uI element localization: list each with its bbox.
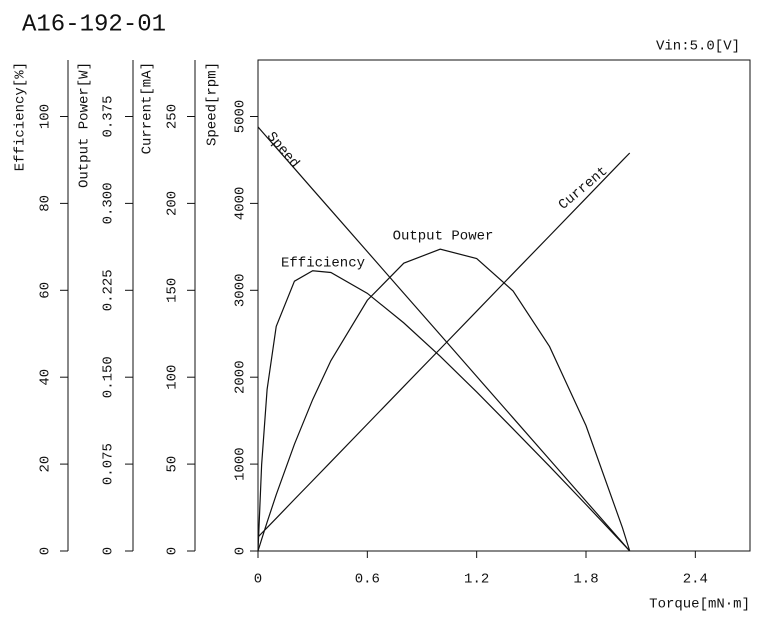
y-tick-label: 0 <box>38 547 54 555</box>
x-tick-label: 0 <box>254 572 262 588</box>
x-tick-label: 1.2 <box>464 572 489 588</box>
y-tick-label: 3000 <box>233 273 249 307</box>
y-tick-label: 200 <box>165 191 181 216</box>
y-tick-label: 100 <box>165 365 181 390</box>
annotation: Vin:5.0[V] <box>656 39 740 55</box>
plot-frame <box>257 59 751 552</box>
y-tick-label: 250 <box>165 104 181 129</box>
curve <box>257 270 631 552</box>
y-axis-title: Speed[rpm] <box>205 62 221 146</box>
y-tick-label: 4000 <box>233 187 249 221</box>
series-label: Current <box>556 164 611 214</box>
y-tick-label: 2000 <box>233 360 249 394</box>
y-tick-label: 1000 <box>233 447 249 481</box>
y-tick-label: 0 <box>165 547 181 555</box>
y-tick-label: 0.300 <box>101 182 117 224</box>
chart-title: A16-192-01 <box>22 11 166 38</box>
y-tick-label: 0.225 <box>101 269 117 311</box>
x-tick-label: 2.4 <box>683 572 708 588</box>
series-label: Output Power <box>393 229 494 245</box>
y-tick-label: 50 <box>165 456 181 473</box>
y-tick-label: 100 <box>38 104 54 129</box>
y-tick-label: 80 <box>38 195 54 212</box>
x-tick-label: 0.6 <box>355 572 380 588</box>
y-axis-title: Efficiency[%] <box>13 62 29 171</box>
y-axis-title: Output Power[W] <box>77 62 93 188</box>
y-tick-label: 60 <box>38 282 54 299</box>
y-tick-label: 150 <box>165 278 181 303</box>
curve <box>257 248 631 552</box>
x-tick-label: 1.8 <box>573 572 598 588</box>
y-tick-label: 5000 <box>233 100 249 134</box>
y-tick-label: 0.375 <box>101 95 117 137</box>
curve <box>257 126 631 552</box>
x-axis-title: Torque[mN·m] <box>649 597 750 613</box>
y-tick-label: 0 <box>101 547 117 555</box>
y-tick-label: 20 <box>38 456 54 473</box>
y-tick-label: 0 <box>233 547 249 555</box>
y-tick-label: 40 <box>38 369 54 386</box>
series-label: Speed <box>263 129 302 171</box>
series-label: Efficiency <box>281 256 365 272</box>
y-tick-label: 0.075 <box>101 443 117 485</box>
curve <box>257 152 631 538</box>
y-axis-title: Current[mA] <box>140 62 156 154</box>
y-tick-label: 0.150 <box>101 356 117 398</box>
